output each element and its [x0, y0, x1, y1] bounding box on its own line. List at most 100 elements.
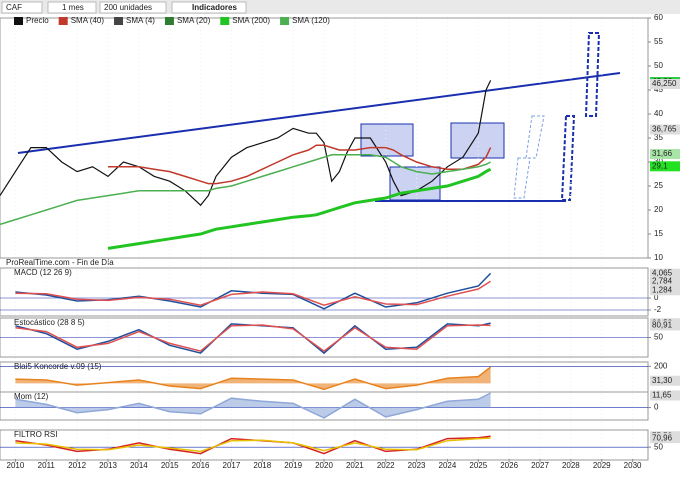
price-label: 4,065: [652, 269, 673, 278]
x-tick-label: 2030: [624, 461, 642, 470]
legend-label: Precio: [26, 16, 49, 25]
x-tick-label: 2023: [408, 461, 426, 470]
x-tick-label: 2020: [315, 461, 333, 470]
price-label-box: [650, 390, 680, 401]
price-label-box: [650, 161, 680, 172]
legend-swatch: [14, 17, 23, 25]
price-label-box: [650, 285, 680, 296]
price-label: 70,96: [652, 433, 673, 442]
y-tick-label: 20: [654, 205, 663, 214]
y-tick-label: 55: [654, 37, 663, 46]
symbol[interactable]: CAF: [6, 3, 22, 12]
x-tick-label: 2016: [192, 461, 210, 470]
panel-title: MACD (12 26 9): [14, 268, 72, 277]
x-tick-label: 2011: [38, 461, 56, 470]
x-tick-label: 2012: [68, 461, 86, 470]
line: [15, 322, 491, 355]
line: [15, 392, 491, 419]
panel-frame: [0, 429, 649, 461]
price-label-box: [650, 268, 680, 279]
price-label-box: [650, 79, 680, 89]
indicators[interactable]: Indicadores: [192, 3, 237, 12]
price-label: 1,284: [652, 285, 673, 294]
y-tick-label: 0: [654, 403, 659, 412]
price-label: 36,765: [652, 125, 677, 134]
x-tick-label: 2027: [531, 461, 549, 470]
legend-swatch: [58, 17, 68, 25]
price-label-box: [650, 124, 680, 135]
x-tick-label: 2028: [562, 461, 580, 470]
panel-title: Mom (12): [14, 392, 49, 401]
line: [15, 435, 491, 455]
y-tick-label: 200: [654, 361, 668, 370]
price-label: 2,784: [652, 276, 673, 285]
price-label-box: [650, 320, 680, 331]
price-label-box: [650, 276, 680, 287]
period[interactable]: 1 mes: [62, 3, 84, 12]
y-tick-label: 40: [654, 109, 663, 118]
line: [15, 437, 491, 453]
price-label: 29,1: [652, 161, 668, 170]
panel-frame: [0, 391, 649, 421]
y-tick-label: 15: [654, 229, 663, 238]
price-label-box: [650, 375, 680, 386]
y-tick-label: 25: [654, 181, 663, 190]
price-label: 11,65: [652, 391, 672, 400]
area: [15, 393, 491, 418]
legend-label: SMA (200): [232, 16, 270, 25]
legend-swatch: [164, 17, 174, 25]
units[interactable]: 200 unidades: [104, 3, 152, 12]
x-tick-label: 2025: [469, 461, 487, 470]
legend-label: SMA (40): [71, 16, 105, 25]
y-tick-label: 0: [654, 293, 659, 302]
y-tick-label: 50: [654, 333, 663, 342]
x-tick-label: 2019: [284, 461, 302, 470]
footer: ProRealTime.com - Fin de Día: [6, 258, 114, 267]
box: [450, 122, 505, 159]
drawings: [17, 32, 621, 202]
legend-swatch: [220, 17, 230, 25]
line: [15, 280, 492, 306]
period-box[interactable]: [47, 1, 97, 14]
y-tick-label: 45: [654, 85, 663, 94]
units-box[interactable]: [99, 1, 167, 14]
legend-label: SMA (120): [292, 16, 330, 25]
projection: [513, 157, 531, 199]
y-tick-label: 10: [654, 253, 663, 262]
price-label-box: [650, 149, 680, 160]
y-tick-label: 60: [654, 13, 663, 22]
line: [15, 324, 491, 353]
legend-label: SMA (4): [126, 16, 155, 25]
price-label: 46,250: [652, 79, 677, 88]
box: [360, 123, 414, 157]
trendline: [17, 72, 621, 154]
price-label-box: [650, 433, 680, 444]
legend-label: SMA (20): [177, 16, 211, 25]
x-tick-label: 2013: [99, 461, 117, 470]
x-tick-label: 2018: [253, 461, 271, 470]
symbol-box[interactable]: [1, 1, 43, 14]
y-tick-label: -2: [654, 305, 662, 314]
price-label: 31,30: [652, 376, 673, 385]
projection: [584, 32, 601, 117]
panel-title: FILTRO RSI: [14, 430, 57, 439]
panel-frame: [0, 267, 649, 317]
indicators-box[interactable]: [171, 1, 247, 14]
panel-title: Blai5 Koncorde v.09 (15): [14, 362, 102, 371]
legend-swatch: [280, 17, 290, 25]
x-tick-label: 2014: [130, 461, 148, 470]
y-tick-label: 50: [654, 61, 663, 70]
x-tick-label: 2021: [346, 461, 364, 470]
x-tick-label: 2017: [223, 461, 241, 470]
y-tick-label: 35: [654, 133, 663, 142]
panel-title: Estocástico (28 8 5): [14, 318, 85, 327]
price-label: 31,66: [652, 149, 673, 158]
x-tick-label: 2024: [439, 461, 457, 470]
line: [0, 154, 491, 226]
price-label: 80,91: [652, 321, 673, 330]
y-tick-label: 50: [654, 442, 663, 451]
x-tick-label: 2029: [593, 461, 611, 470]
legend-swatch: [114, 17, 124, 25]
